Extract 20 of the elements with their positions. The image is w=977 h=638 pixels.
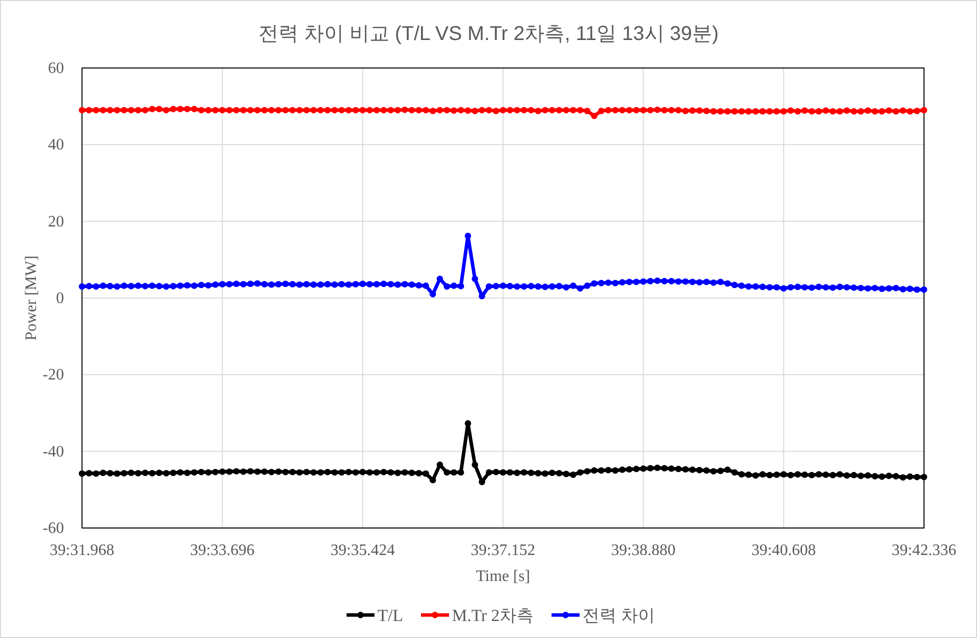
xtick: 39:42.336 (892, 542, 956, 559)
ytick: 0 (56, 290, 64, 307)
ytick: 60 (48, 60, 64, 77)
xtick: 39:31.968 (50, 542, 114, 559)
legend-label: M.Tr 2차측 (452, 606, 534, 625)
title: 전력 차이 비교 (T/L VS M.Tr 2차측, 11일 13시 39분) (258, 23, 719, 45)
ytick: 40 (48, 136, 64, 154)
ytick: 20 (48, 213, 64, 230)
ytick: -60 (42, 520, 64, 537)
xtick: 39:40.608 (751, 542, 816, 559)
xtick: 39:35.424 (330, 542, 395, 559)
xtick: 39:33.696 (190, 542, 255, 559)
ytick: -20 (42, 366, 64, 384)
legend-label: T/L (378, 606, 403, 625)
legend-label: 전력 차이 (582, 606, 655, 625)
xtick: 39:38.880 (611, 542, 676, 559)
ytick: -40 (42, 443, 64, 460)
xlabel: Time [s] (476, 568, 530, 585)
ylabel: Power [MW] (23, 256, 40, 340)
xtick: 39:37.152 (470, 542, 536, 559)
